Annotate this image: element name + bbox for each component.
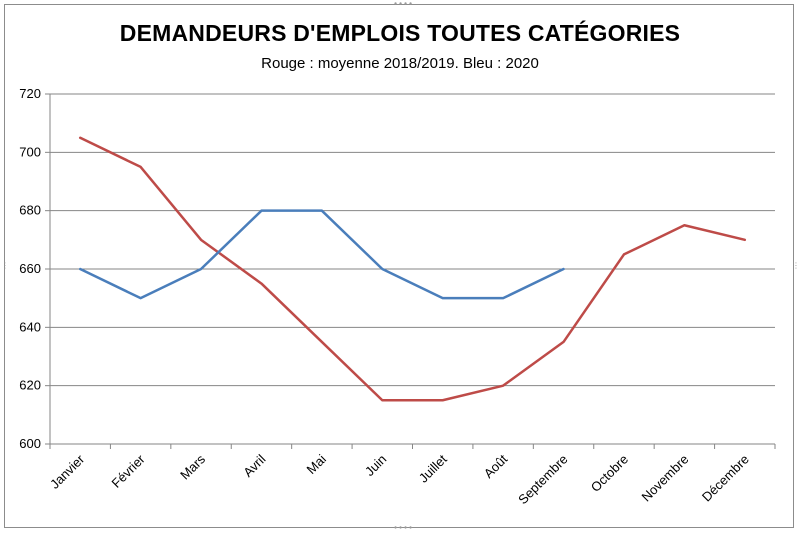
axes bbox=[45, 93, 776, 449]
x-tick-label: Novembre bbox=[638, 452, 691, 505]
x-tick-label: Août bbox=[481, 451, 511, 481]
x-tick-label: Octobre bbox=[588, 452, 631, 495]
x-tick-label: Mars bbox=[177, 451, 208, 482]
y-tick-label: 660 bbox=[19, 261, 41, 276]
y-tick-label: 620 bbox=[19, 378, 41, 393]
y-tick-label: 640 bbox=[19, 319, 41, 334]
x-tick-label: Septembre bbox=[515, 452, 571, 508]
y-tick-label: 600 bbox=[19, 436, 41, 451]
series-line-2 bbox=[78, 209, 565, 300]
y-tick-label: 700 bbox=[19, 144, 41, 159]
resize-handle-bottom-icon[interactable]: ∙∙∙∙ bbox=[393, 523, 414, 532]
chart-title: DEMANDEURS D'EMPLOIS TOUTES CATÉGORIES bbox=[119, 20, 681, 46]
chart-frame bbox=[4, 4, 794, 528]
chart-subtitle: Rouge : moyenne 2018/2019. Bleu : 2020 bbox=[261, 55, 539, 72]
x-tick-label: Décembre bbox=[699, 452, 752, 505]
y-tick-label: 680 bbox=[19, 203, 41, 218]
series-line-1 bbox=[78, 136, 747, 402]
resize-handle-top-icon[interactable]: ∙∙∙∙ bbox=[393, 0, 414, 8]
grid-lines bbox=[50, 93, 775, 387]
x-tick-label: Mai bbox=[304, 451, 329, 476]
x-tick-label: Avril bbox=[240, 451, 268, 479]
x-tick-label: Juillet bbox=[416, 451, 450, 485]
y-tick-label: 720 bbox=[19, 86, 41, 101]
x-tick-label: Février bbox=[109, 451, 149, 491]
x-tick-label: Janvier bbox=[47, 451, 88, 492]
resize-handle-right-icon[interactable]: ⋮ bbox=[792, 261, 800, 270]
resize-handle-left-icon[interactable]: ⋮ bbox=[1, 261, 9, 270]
series-lines bbox=[78, 136, 747, 402]
x-tick-label: Juin bbox=[362, 452, 389, 479]
